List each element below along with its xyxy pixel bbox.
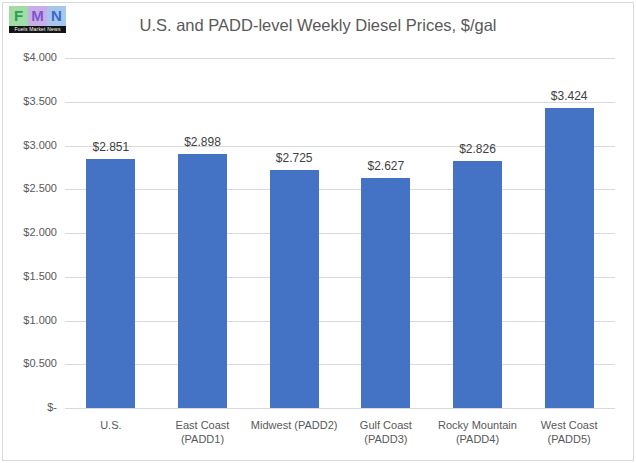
gridline [65, 58, 615, 59]
screenshot-root: F M N Fuels Market News U.S. and PADD-le… [0, 0, 636, 463]
y-tick-label: $3.000 [7, 139, 57, 151]
bar-data-label: $2.826 [436, 142, 520, 156]
y-tick-label: $1.000 [7, 314, 57, 326]
x-category-label: U.S. [64, 418, 158, 432]
y-tick-label: $0.500 [7, 357, 57, 369]
gridline [65, 321, 615, 322]
gridline [65, 233, 615, 234]
y-tick-label: $3.500 [7, 95, 57, 107]
bar [453, 161, 502, 408]
x-category-label: Gulf Coast (PADD3) [339, 418, 433, 447]
bar-data-label: $2.898 [161, 135, 245, 149]
chart-figure: F M N Fuels Market News U.S. and PADD-le… [2, 2, 634, 461]
bar-data-label: $2.851 [69, 140, 153, 154]
y-tick-label: $1.500 [7, 270, 57, 282]
y-tick-label: $2.500 [7, 182, 57, 194]
x-category-label: Midwest (PADD2) [247, 418, 341, 432]
x-category-label: Rocky Mountain (PADD4) [431, 418, 525, 447]
bar-data-label: $2.725 [252, 151, 336, 165]
bar-data-label: $3.424 [527, 89, 611, 103]
bar [270, 170, 319, 408]
bar [178, 154, 227, 408]
chart-title: U.S. and PADD-level Weekly Diesel Prices… [3, 16, 633, 35]
bar [361, 178, 410, 408]
bar [86, 159, 135, 408]
x-axis-line [65, 408, 615, 409]
bar [545, 108, 594, 408]
gridline [65, 189, 615, 190]
y-tick-label: $2.000 [7, 226, 57, 238]
x-category-label: West Coast (PADD5) [522, 418, 616, 447]
bar-data-label: $2.627 [344, 159, 428, 173]
x-category-label: East Coast (PADD1) [156, 418, 250, 447]
gridline [65, 364, 615, 365]
y-tick-label: $4.000 [7, 51, 57, 63]
plot-area: $4.000$3.500$3.000$2.500$2.000$1.500$1.0… [65, 58, 615, 408]
y-tick-label: $- [7, 401, 57, 413]
gridline [65, 277, 615, 278]
